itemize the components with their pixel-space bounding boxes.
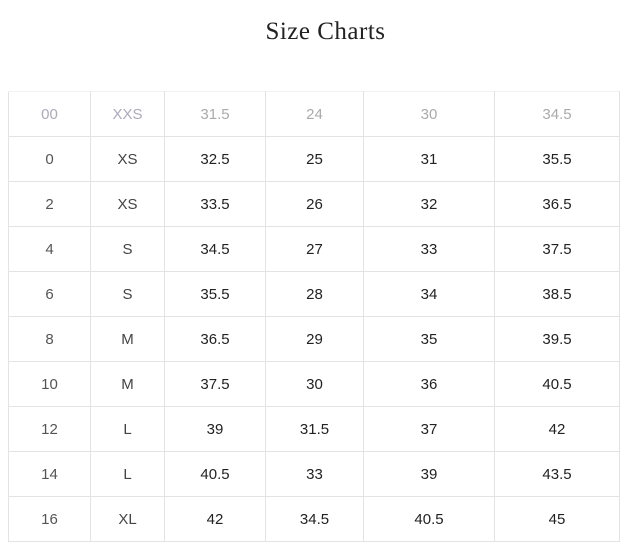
- table-cell: 36.5: [494, 181, 620, 227]
- table-row: 14 L 40.5 33 39 43.5: [8, 451, 620, 497]
- table-cell: 31.5: [265, 406, 364, 452]
- table-cell: L: [90, 451, 165, 497]
- table-cell: 35: [363, 316, 495, 362]
- table-cell: S: [90, 226, 165, 272]
- table-cell: 30: [363, 91, 495, 137]
- table-cell: 8: [8, 316, 91, 362]
- table-cell: 35.5: [164, 271, 266, 317]
- table-cell: 38.5: [494, 271, 620, 317]
- table-cell: 14: [8, 451, 91, 497]
- table-row: 12 L 39 31.5 37 42: [8, 406, 620, 452]
- table-row: 16 XL 42 34.5 40.5 45: [8, 496, 620, 542]
- table-cell: 26: [265, 181, 364, 227]
- table-cell: 34.5: [164, 226, 266, 272]
- table-cell: 37: [363, 406, 495, 452]
- size-chart-table: 00 XXS 31.5 24 30 34.5 0 XS 32.5 25 31 35.5 2 XS 33.5 2…: [8, 91, 620, 542]
- table-cell: 0: [8, 136, 91, 182]
- table-cell: 33: [363, 226, 495, 272]
- table-cell: 34.5: [494, 91, 620, 137]
- table-cell: 16: [8, 496, 91, 542]
- table-cell: 40.5: [363, 496, 495, 542]
- table-cell: 40.5: [164, 451, 266, 497]
- table-row: 10 M 37.5 30 36 40.5: [8, 361, 620, 407]
- table-cell: 45: [494, 496, 620, 542]
- table-cell: 42: [494, 406, 620, 452]
- table-cell: 31: [363, 136, 495, 182]
- table-cell: 40.5: [494, 361, 620, 407]
- table-cell: M: [90, 361, 165, 407]
- table-cell: XL: [90, 496, 165, 542]
- table-cell: 27: [265, 226, 364, 272]
- table-cell: M: [90, 316, 165, 362]
- table-cell: S: [90, 271, 165, 317]
- table-cell: 35.5: [494, 136, 620, 182]
- table-cell: 34.5: [265, 496, 364, 542]
- table-cell: 25: [265, 136, 364, 182]
- table-cell: XS: [90, 136, 165, 182]
- table-row: 2 XS 33.5 26 32 36.5: [8, 181, 620, 227]
- table-row: 00 XXS 31.5 24 30 34.5: [8, 91, 620, 137]
- table-cell: 28: [265, 271, 364, 317]
- table-cell: 00: [8, 91, 91, 137]
- table-cell: 42: [164, 496, 266, 542]
- table-cell: 43.5: [494, 451, 620, 497]
- table-cell: 6: [8, 271, 91, 317]
- page-title: Size Charts: [265, 18, 386, 45]
- table-cell: XXS: [90, 91, 165, 137]
- table-cell: 24: [265, 91, 364, 137]
- table-cell: 31.5: [164, 91, 266, 137]
- table-cell: 4: [8, 226, 91, 272]
- table-cell: 39: [363, 451, 495, 497]
- table-cell: L: [90, 406, 165, 452]
- table-cell: 30: [265, 361, 364, 407]
- table-cell: 32.5: [164, 136, 266, 182]
- table-row: 8 M 36.5 29 35 39.5: [8, 316, 620, 362]
- table-row: 0 XS 32.5 25 31 35.5: [8, 136, 620, 182]
- table-cell: 39: [164, 406, 266, 452]
- table-cell: 29: [265, 316, 364, 362]
- table-cell: 37.5: [164, 361, 266, 407]
- table-cell: 36: [363, 361, 495, 407]
- table-cell: 33: [265, 451, 364, 497]
- table-cell: 12: [8, 406, 91, 452]
- table-cell: XS: [90, 181, 165, 227]
- table-cell: 10: [8, 361, 91, 407]
- table-cell: 36.5: [164, 316, 266, 362]
- table-cell: 37.5: [494, 226, 620, 272]
- table-row: 6 S 35.5 28 34 38.5: [8, 271, 620, 317]
- table-cell: 34: [363, 271, 495, 317]
- table-row: 4 S 34.5 27 33 37.5: [8, 226, 620, 272]
- table-cell: 2: [8, 181, 91, 227]
- table-cell: 32: [363, 181, 495, 227]
- table-cell: 33.5: [164, 181, 266, 227]
- table-cell: 39.5: [494, 316, 620, 362]
